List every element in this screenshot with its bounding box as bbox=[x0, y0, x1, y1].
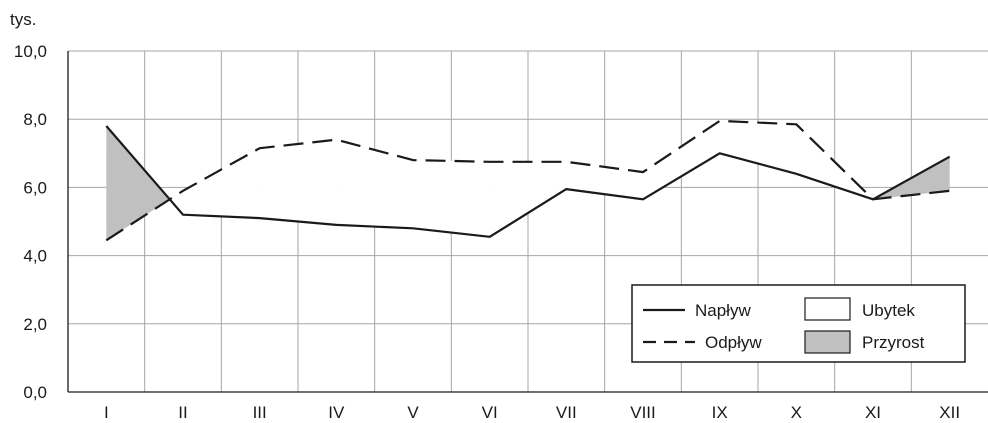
y-tick-label: 2,0 bbox=[23, 315, 47, 334]
x-tick-label: V bbox=[407, 403, 419, 422]
x-tick-label: VIII bbox=[630, 403, 656, 422]
y-tick-labels: 0,0 2,0 4,0 6,0 8,0 10,0 bbox=[14, 42, 47, 402]
gain-area bbox=[106, 126, 169, 240]
y-tick-label: 4,0 bbox=[23, 247, 47, 266]
x-tick-labels: I II III IV V VI VII VIII IX X XI XII bbox=[104, 403, 960, 422]
legend-swatch-gain bbox=[805, 331, 850, 353]
y-axis-label: tys. bbox=[10, 10, 36, 29]
y-tick-label: 0,0 bbox=[23, 383, 47, 402]
x-tick-label: VI bbox=[482, 403, 498, 422]
x-tick-label: X bbox=[791, 403, 802, 422]
loss-area bbox=[413, 160, 490, 237]
legend-label-outflow: Odpływ bbox=[705, 333, 762, 352]
loss-area bbox=[336, 140, 413, 229]
x-tick-label: II bbox=[178, 403, 187, 422]
x-tick-label: I bbox=[104, 403, 109, 422]
legend-label-gain: Przyrost bbox=[862, 333, 925, 352]
x-tick-label: IX bbox=[712, 403, 728, 422]
legend-label-loss: Ubytek bbox=[862, 301, 915, 320]
x-tick-label: XII bbox=[939, 403, 960, 422]
y-tick-label: 8,0 bbox=[23, 110, 47, 129]
legend-label-inflow: Napływ bbox=[695, 301, 751, 320]
y-tick-label: 10,0 bbox=[14, 42, 47, 61]
x-tick-label: IV bbox=[328, 403, 345, 422]
loss-area bbox=[260, 140, 337, 225]
x-tick-label: XI bbox=[865, 403, 881, 422]
x-tick-label: VII bbox=[556, 403, 577, 422]
legend: Napływ Odpływ Ubytek Przyrost bbox=[632, 285, 965, 362]
y-tick-label: 6,0 bbox=[23, 178, 47, 197]
x-tick-label: III bbox=[253, 403, 267, 422]
legend-swatch-loss bbox=[805, 298, 850, 320]
